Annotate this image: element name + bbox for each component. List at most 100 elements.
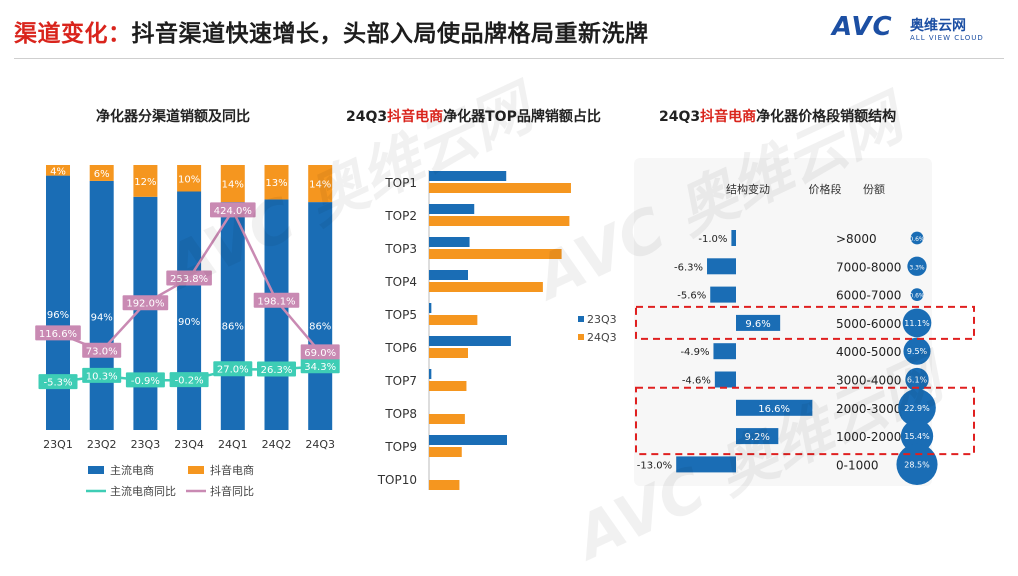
tick-TOP5: TOP5 (384, 308, 417, 322)
line-douyin-yoy-label-5: 198.1% (257, 296, 295, 307)
change-bar-0-1000 (676, 456, 736, 473)
header-divider (14, 58, 1004, 59)
tick-23Q4: 23Q4 (174, 438, 204, 451)
label-mainstream-23Q1: 96% (47, 310, 69, 321)
tick-TOP9: TOP9 (384, 440, 417, 454)
share-label-2000-3000: 22.9% (904, 404, 930, 413)
line-mainstream-yoy-label-bg-3 (169, 372, 209, 388)
chart2-title-a: 24Q3 (346, 109, 388, 125)
title-text: 抖音渠道快速增长，头部入局使品牌格局重新洗牌 (131, 21, 649, 47)
line-mainstream-yoy-label-bg-5 (257, 361, 296, 377)
tick-TOP8: TOP8 (384, 407, 417, 421)
bar-24q3-TOP10 (429, 480, 460, 490)
chart2-title-red: 抖音电商 (387, 109, 444, 125)
share-label-7000-8000: 3.3% (909, 264, 925, 271)
bar-douyin-23Q1 (46, 165, 70, 176)
share-bubble-6000-7000 (910, 288, 924, 302)
logo-cn: 奥维云网 (910, 18, 966, 34)
label-douyin-23Q3: 12% (134, 177, 156, 188)
share-bubble-7000-8000 (907, 256, 927, 276)
bar-douyin-23Q3 (133, 165, 158, 197)
slide-header: 渠道变化：抖音渠道快速增长，头部入局使品牌格局重新洗牌 AVC 奥维云网 ALL… (0, 0, 1018, 62)
chart3-title-red: 抖音电商 (700, 109, 757, 125)
line-douyin-yoy-label-bg-5 (253, 292, 300, 308)
share-bubble->8000 (910, 231, 924, 245)
tick-23Q2: 23Q2 (87, 438, 117, 451)
change-bar-7000-8000 (707, 258, 736, 275)
segment-label-7000-8000: 7000-8000 (836, 260, 901, 274)
bar-23q3-TOP5 (429, 303, 432, 313)
legend-douyin-yoy-text: 抖音同比 (210, 484, 254, 498)
line-douyin-yoy-label-bg-1 (82, 342, 122, 358)
line-douyin-yoy-label-bg-6 (300, 344, 340, 360)
bar-23q3-TOP4 (429, 270, 468, 280)
share-bubble-5000-6000 (902, 308, 932, 338)
label-douyin-24Q3: 14% (309, 180, 331, 191)
segment-label-1000-2000: 1000-2000 (836, 430, 901, 444)
line-mainstream-yoy-label-bg-4 (213, 361, 253, 377)
bar-24q3-TOP3 (429, 249, 562, 259)
line-mainstream-yoy-label-2: -0.9% (131, 376, 160, 387)
chart3-title: 24Q3抖音电商净化器价格段销额结构 (659, 106, 896, 126)
bar-24q3-TOP5 (429, 315, 478, 325)
label-douyin-23Q1: 4% (50, 166, 66, 177)
line-douyin-yoy-label-2: 192.0% (126, 299, 164, 310)
line-mainstream-yoy-label-6: 34.3% (304, 362, 336, 373)
label-douyin-24Q2: 13% (265, 178, 287, 189)
tick-24Q2: 24Q2 (262, 438, 292, 451)
line-mainstream-yoy-label-5: 26.3% (261, 365, 293, 376)
bar-24q3-TOP7 (429, 381, 467, 391)
segment-label-2000-3000: 2000-3000 (836, 402, 901, 416)
chart1-title: 净化器分渠道销额及同比 (96, 106, 250, 126)
change-label-6000-7000: -5.6% (677, 291, 706, 302)
line-mainstream-yoy-label-0: -5.3% (43, 378, 72, 389)
change-label-5000-6000: 9.6% (745, 319, 770, 330)
change-bar-4000-5000 (713, 343, 736, 360)
col-header-segment: 价格段 (809, 182, 842, 196)
segment-label-3000-4000: 3000-4000 (836, 374, 901, 388)
tick-TOP2: TOP2 (384, 209, 417, 223)
chart1-title-text: 净化器分渠道销额及同比 (96, 109, 250, 125)
highlight-box-2 (635, 386, 975, 456)
line-mainstream-yoy-label-bg-0 (38, 374, 78, 390)
bar-24q3-TOP6 (429, 348, 468, 358)
bar-24q3-TOP2 (429, 216, 570, 226)
change-bar-3000-4000 (714, 371, 736, 388)
change-bar->8000 (731, 230, 736, 246)
share-bubble-4000-5000 (903, 337, 931, 365)
bar-douyin-24Q2 (264, 165, 289, 200)
share-label-0-1000: 28.5% (904, 460, 930, 469)
col-header-change: 结构变动 (726, 182, 770, 196)
share-label-6000-7000: 0.6% (909, 293, 925, 300)
tick-TOP4: TOP4 (384, 275, 417, 289)
bar-mainstream-23Q2 (89, 180, 114, 430)
share-label->8000: 0.6% (909, 236, 925, 243)
tick-TOP7: TOP7 (384, 374, 417, 388)
share-bubble-3000-4000 (905, 367, 929, 392)
label-mainstream-23Q4: 90% (178, 317, 200, 328)
label-mainstream-24Q1: 86% (222, 322, 244, 333)
tick-24Q3: 24Q3 (305, 438, 335, 451)
line-douyin-yoy-label-1: 73.0% (86, 346, 118, 357)
bar-douyin-23Q4 (177, 165, 202, 192)
bar-23q3-TOP1 (429, 171, 507, 181)
change-label-7000-8000: -6.3% (674, 262, 703, 273)
line-douyin-yoy-label-bg-4 (210, 202, 256, 218)
legend-mainstream-swatch (88, 466, 104, 474)
label-mainstream-23Q2: 94% (91, 312, 113, 323)
segment-label-6000-7000: 6000-7000 (836, 289, 901, 303)
line-mainstream-yoy-label-4: 27.0% (217, 365, 249, 376)
line-mainstream-yoy-label-3: -0.2% (175, 376, 204, 387)
tick-TOP3: TOP3 (384, 242, 417, 256)
bar-mainstream-23Q4 (177, 191, 202, 430)
legend-24q3-text: 24Q3 (587, 331, 617, 344)
line-mainstream-yoy-label-bg-6 (300, 358, 340, 374)
label-douyin-24Q1: 14% (222, 180, 244, 191)
share-label-3000-4000: 6.1% (907, 376, 928, 385)
slide-title: 渠道变化：抖音渠道快速增长，头部入局使品牌格局重新洗牌 (14, 14, 649, 48)
bar-24q3-TOP4 (429, 282, 543, 292)
tick-TOP6: TOP6 (384, 341, 417, 355)
bar-24q3-TOP8 (429, 414, 465, 424)
tick-24Q1: 24Q1 (218, 438, 248, 451)
change-label->8000: -1.0% (698, 234, 727, 245)
